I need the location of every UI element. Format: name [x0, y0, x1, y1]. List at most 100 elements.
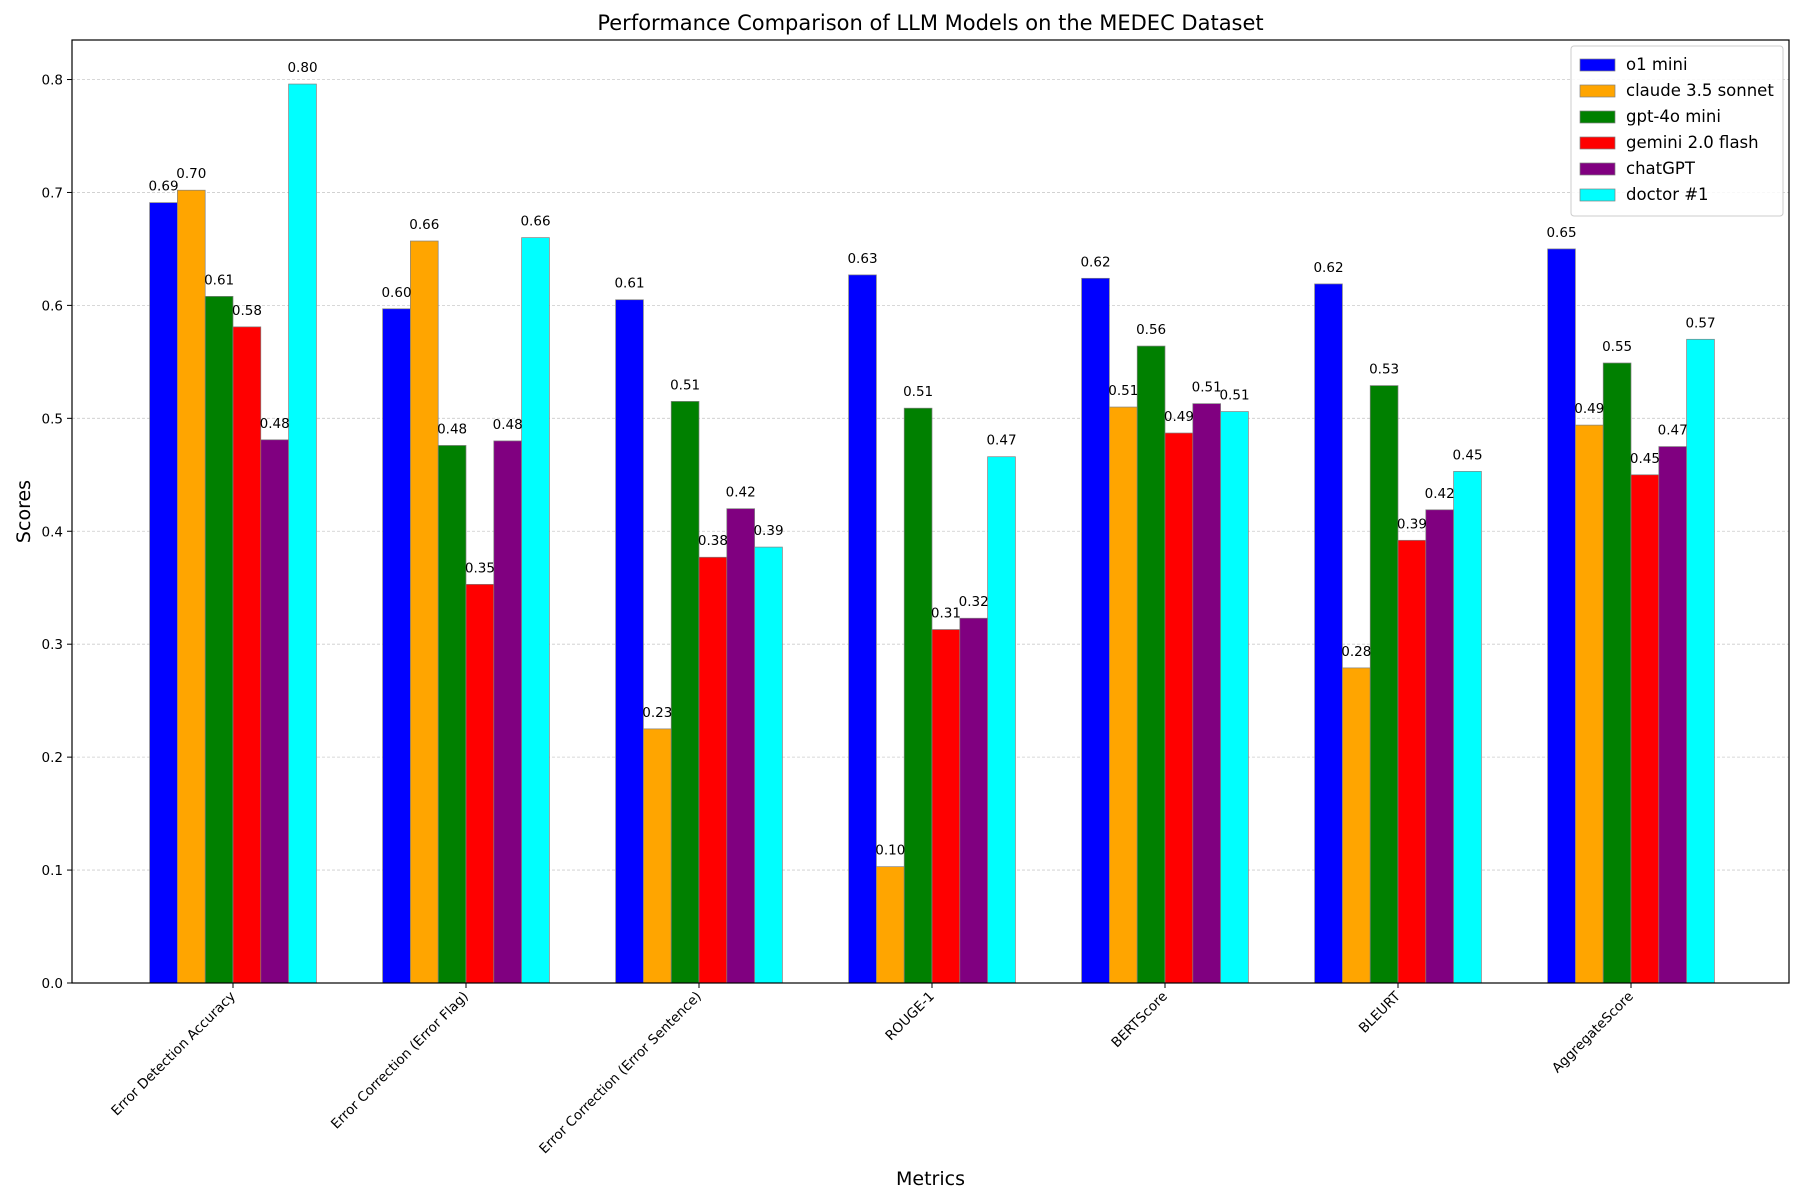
- legend-swatch: [1579, 58, 1616, 72]
- bar-value-label: 0.53: [1369, 362, 1399, 378]
- bar-value-label: 0.60: [381, 285, 411, 301]
- bar-value-label: 0.69: [148, 179, 178, 195]
- bar-value-label: 0.62: [1080, 254, 1110, 270]
- bar-value-label: 0.23: [642, 705, 672, 721]
- bar: [1192, 403, 1221, 984]
- bar: [1686, 338, 1715, 984]
- bar-value-label: 0.35: [465, 560, 495, 576]
- bar-value-label: 0.65: [1546, 225, 1576, 241]
- y-tick-label: 0.8: [42, 73, 63, 89]
- bar: [1658, 446, 1687, 984]
- bar: [1369, 385, 1399, 984]
- x-axis-label: Metrics: [896, 1168, 965, 1190]
- bar: [1164, 432, 1194, 984]
- legend-box: [1570, 45, 1784, 217]
- bar: [204, 296, 234, 984]
- bar-value-label: 0.47: [1658, 423, 1688, 439]
- bar: [410, 240, 439, 984]
- bar: [1342, 667, 1371, 984]
- bar: [1220, 411, 1249, 984]
- bar-value-label: 0.47: [986, 433, 1016, 449]
- bar-value-label: 0.55: [1602, 339, 1632, 355]
- legend-label: gpt-4o mini: [1626, 107, 1721, 126]
- bar: [615, 299, 644, 984]
- y-axis: 0.0 0.1 0.2 0.3 0.4 0.5 0.6 0.7 0.8: [42, 73, 72, 992]
- bar-value-label: 0.45: [1452, 447, 1482, 463]
- bar: [876, 866, 905, 984]
- bar: [987, 456, 1016, 984]
- bar-value-label: 0.51: [1108, 383, 1138, 399]
- bar-value-label: 0.51: [1219, 388, 1249, 404]
- bar: [1081, 277, 1110, 984]
- bar-value-label: 0.70: [176, 166, 206, 182]
- bar-value-label: 0.49: [1574, 401, 1604, 417]
- bar: [1314, 283, 1343, 984]
- bar-value-label: 0.56: [1136, 322, 1166, 338]
- bar-value-label: 0.10: [875, 843, 905, 859]
- bar-value-label: 0.61: [204, 272, 234, 288]
- bar-value-label: 0.49: [1164, 409, 1194, 425]
- bar: [1602, 362, 1632, 984]
- bar: [959, 617, 988, 984]
- bar: [260, 439, 289, 984]
- bar-value-label: 0.48: [493, 417, 523, 433]
- bar-value-label: 0.48: [260, 416, 290, 432]
- bar-value-label: 0.48: [437, 421, 467, 437]
- bar: [465, 583, 495, 984]
- y-tick-label: 0.0: [42, 976, 63, 992]
- bar-value-label: 0.58: [232, 303, 262, 319]
- bar-value-label: 0.51: [903, 384, 933, 400]
- bar: [1109, 406, 1138, 984]
- bar-value-label: 0.62: [1313, 260, 1343, 276]
- bar: [848, 274, 877, 984]
- legend-label: claude 3.5 sonnet: [1626, 81, 1774, 100]
- bar-value-label: 0.39: [1397, 516, 1427, 532]
- legend-swatch: [1579, 84, 1616, 98]
- bar-value-label: 0.80: [287, 60, 317, 76]
- bar-value-label: 0.51: [670, 377, 700, 393]
- bar: [232, 326, 262, 984]
- bar-value-label: 0.61: [614, 276, 644, 292]
- bar: [493, 440, 522, 984]
- bar: [670, 401, 700, 984]
- legend-swatch: [1579, 136, 1616, 150]
- bar-value-label: 0.51: [1192, 380, 1222, 396]
- legend-label: gemini 2.0 flash: [1626, 133, 1759, 152]
- bar-value-label: 0.66: [409, 217, 439, 233]
- legend: o1 mini claude 3.5 sonnet gpt-4o mini gemin…: [1570, 45, 1784, 217]
- plot-frame: [71, 39, 1790, 984]
- bar: [521, 237, 550, 984]
- y-tick-label: 0.7: [42, 185, 63, 201]
- bar: [698, 556, 728, 984]
- legend-label: o1 mini: [1626, 55, 1688, 74]
- bar: [149, 202, 178, 984]
- bar: [1453, 471, 1482, 984]
- bar-value-label: 0.38: [698, 533, 728, 549]
- legend-label: chatGPT: [1626, 159, 1696, 178]
- legend-swatch: [1579, 110, 1616, 124]
- bar: [437, 445, 467, 984]
- y-tick-label: 0.5: [42, 411, 63, 427]
- bar: [903, 407, 933, 984]
- y-axis-label: Scores: [13, 480, 35, 543]
- bar: [1630, 474, 1660, 984]
- bar: [1575, 424, 1604, 984]
- bar: [1547, 248, 1576, 984]
- bar-value-label: 0.42: [1425, 486, 1455, 502]
- y-tick-label: 0.3: [42, 637, 63, 653]
- y-tick-label: 0.6: [42, 298, 63, 314]
- y-tick-label: 0.4: [42, 524, 63, 540]
- bar-value-label: 0.31: [931, 606, 961, 622]
- bar-value-label: 0.39: [753, 523, 783, 539]
- y-tick-label: 0.1: [42, 863, 63, 879]
- legend-label: doctor #1: [1626, 185, 1709, 204]
- bar-value-label: 0.28: [1341, 644, 1371, 660]
- bar-value-label: 0.45: [1630, 451, 1660, 467]
- bar: [1397, 539, 1427, 984]
- bar: [1425, 509, 1454, 984]
- bar: [643, 728, 672, 984]
- legend-swatch: [1579, 188, 1616, 202]
- bars: [149, 83, 1715, 984]
